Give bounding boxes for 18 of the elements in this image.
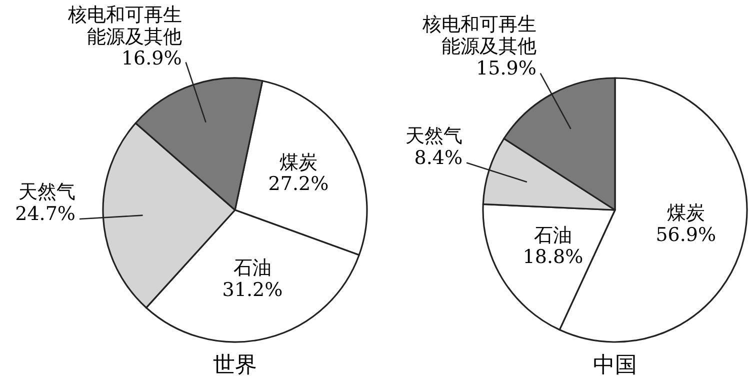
data-label: 24.7% <box>15 202 76 225</box>
slice-label: 煤炭 <box>279 151 318 174</box>
slice-label: 核电和可再生能源及其他 <box>421 13 536 58</box>
slice-label: 核电和可再生能源及其他 <box>66 4 182 48</box>
data-label: 8.4% <box>414 146 463 169</box>
slice-label: 天然气 <box>406 124 463 147</box>
text: 世界 <box>213 353 257 378</box>
slice-label: 石油 <box>233 256 272 280</box>
slice-label: 天然气 <box>18 181 76 204</box>
data-label: 56.9% <box>656 224 716 246</box>
data-label: 18.8% <box>522 246 584 268</box>
data-label: 31.2% <box>222 278 283 301</box>
data-label: 27.2% <box>268 173 329 196</box>
slice-label: 石油 <box>534 224 572 246</box>
text: 中国 <box>593 353 637 378</box>
data-label: 16.9% <box>121 48 182 70</box>
data-label: 15.9% <box>476 57 536 80</box>
slice-label: 煤炭 <box>666 202 705 224</box>
